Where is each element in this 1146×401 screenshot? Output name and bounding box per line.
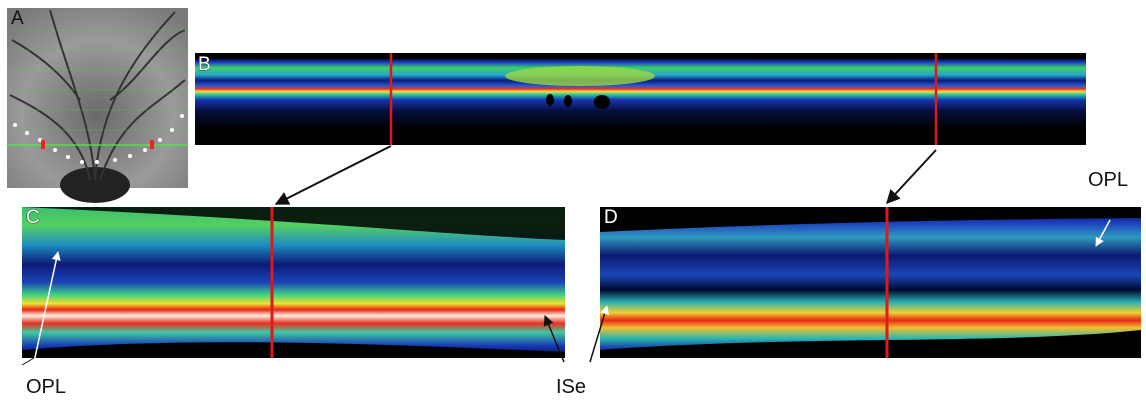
annotation-arrow <box>21 357 35 366</box>
bulge <box>505 66 655 86</box>
scan-lines <box>7 29 188 131</box>
annotation-label: OPL <box>1088 169 1128 191</box>
panel-label: C <box>26 207 40 228</box>
oct-image <box>195 58 1086 128</box>
optic-disc <box>60 167 130 203</box>
dots <box>13 114 184 164</box>
annotation-arrow <box>543 315 565 363</box>
annotation-arrow <box>33 251 61 363</box>
panel-label: B <box>198 54 211 75</box>
vessels <box>9 9 186 181</box>
panel-c: C <box>22 207 565 358</box>
panel-label: D <box>604 207 618 228</box>
oct-image <box>600 207 1141 358</box>
annotation-arrow <box>1095 219 1111 247</box>
oct-shadow <box>22 342 565 358</box>
oct-shadow <box>600 330 1141 358</box>
marker <box>150 140 154 149</box>
panel-b: B <box>195 53 1086 145</box>
cysts <box>546 94 610 109</box>
annotation-label: OPL <box>26 376 66 398</box>
arrow <box>274 145 392 205</box>
panel-label: A <box>11 8 24 29</box>
oct-shadow <box>600 207 1141 232</box>
annotation-label: ISe <box>556 376 586 398</box>
arrow <box>886 149 937 205</box>
marker <box>41 140 45 149</box>
oct-shadow <box>22 207 565 240</box>
panel-a: A <box>7 8 188 203</box>
panel-d: D <box>600 207 1141 358</box>
annotation-arrow <box>589 305 609 363</box>
